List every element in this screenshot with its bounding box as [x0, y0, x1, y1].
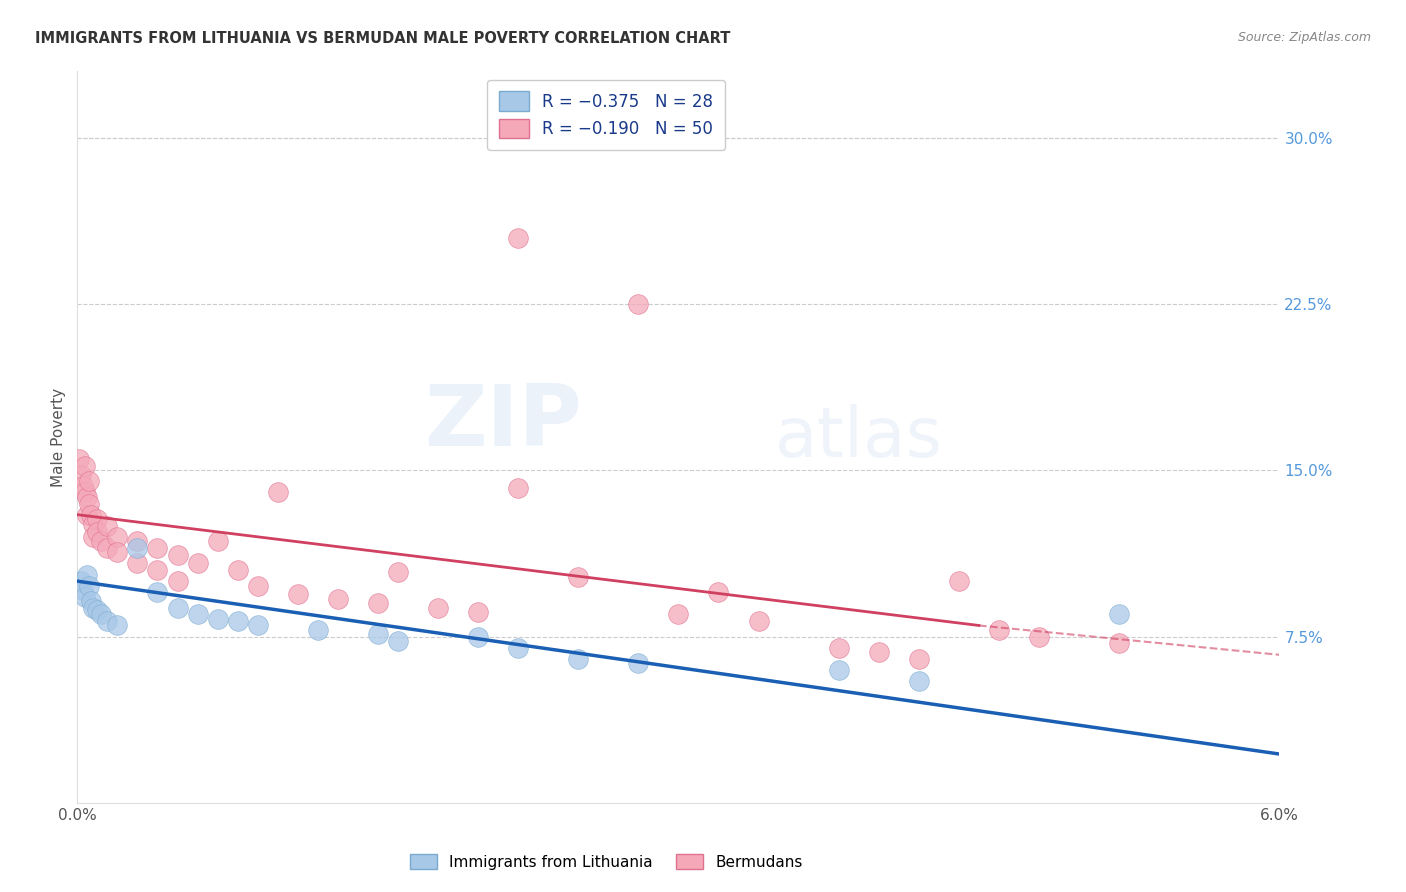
Point	[868, 645, 890, 659]
Point	[146, 563, 169, 577]
Point	[427, 600, 450, 615]
Point	[86, 512, 108, 526]
Text: ZIP: ZIP	[425, 381, 582, 464]
Point	[367, 596, 389, 610]
Point	[70, 574, 93, 589]
Point	[908, 651, 931, 665]
Text: Source: ZipAtlas.com: Source: ZipAtlas.com	[1237, 31, 1371, 45]
Point	[707, 585, 730, 599]
Point	[267, 485, 290, 500]
Point	[79, 497, 101, 511]
Point	[79, 475, 101, 489]
Point	[166, 600, 188, 615]
Point	[75, 590, 97, 604]
Point	[567, 570, 589, 584]
Point	[96, 518, 118, 533]
Point	[467, 630, 489, 644]
Point	[107, 530, 129, 544]
Point	[627, 656, 650, 670]
Point	[207, 612, 229, 626]
Point	[287, 587, 309, 601]
Point	[80, 594, 103, 608]
Point	[96, 614, 118, 628]
Point	[387, 566, 409, 580]
Point	[508, 640, 530, 655]
Point	[86, 525, 108, 540]
Point	[146, 541, 169, 555]
Point	[627, 297, 650, 311]
Point	[326, 591, 349, 606]
Point	[467, 605, 489, 619]
Point	[76, 490, 98, 504]
Point	[107, 545, 129, 559]
Point	[207, 534, 229, 549]
Point	[79, 578, 101, 592]
Point	[86, 603, 108, 617]
Point	[70, 467, 93, 482]
Point	[387, 634, 409, 648]
Point	[166, 548, 188, 562]
Point	[1108, 607, 1130, 622]
Point	[367, 627, 389, 641]
Point	[67, 452, 90, 467]
Point	[828, 640, 851, 655]
Point	[226, 614, 249, 628]
Point	[75, 458, 97, 473]
Point	[1028, 630, 1050, 644]
Point	[96, 541, 118, 555]
Point	[80, 508, 103, 522]
Point	[90, 534, 112, 549]
Point	[82, 516, 104, 531]
Point	[948, 574, 970, 589]
Point	[107, 618, 129, 632]
Point	[828, 663, 851, 677]
Point	[246, 578, 269, 592]
Point	[76, 567, 98, 582]
Point	[76, 508, 98, 522]
Text: atlas: atlas	[775, 403, 942, 471]
Point	[567, 651, 589, 665]
Point	[72, 582, 94, 597]
Point	[146, 585, 169, 599]
Point	[508, 230, 530, 244]
Point	[166, 574, 188, 589]
Point	[127, 534, 149, 549]
Point	[72, 479, 94, 493]
Point	[90, 607, 112, 622]
Y-axis label: Male Poverty: Male Poverty	[51, 387, 66, 487]
Point	[226, 563, 249, 577]
Point	[668, 607, 690, 622]
Point	[988, 623, 1011, 637]
Point	[82, 600, 104, 615]
Point	[246, 618, 269, 632]
Legend: Immigrants from Lithuania, Bermudans: Immigrants from Lithuania, Bermudans	[404, 847, 808, 876]
Point	[1108, 636, 1130, 650]
Point	[187, 557, 209, 571]
Point	[508, 481, 530, 495]
Point	[748, 614, 770, 628]
Point	[187, 607, 209, 622]
Point	[127, 557, 149, 571]
Point	[75, 485, 97, 500]
Point	[127, 541, 149, 555]
Point	[908, 673, 931, 688]
Point	[307, 623, 329, 637]
Text: IMMIGRANTS FROM LITHUANIA VS BERMUDAN MALE POVERTY CORRELATION CHART: IMMIGRANTS FROM LITHUANIA VS BERMUDAN MA…	[35, 31, 731, 46]
Point	[82, 530, 104, 544]
